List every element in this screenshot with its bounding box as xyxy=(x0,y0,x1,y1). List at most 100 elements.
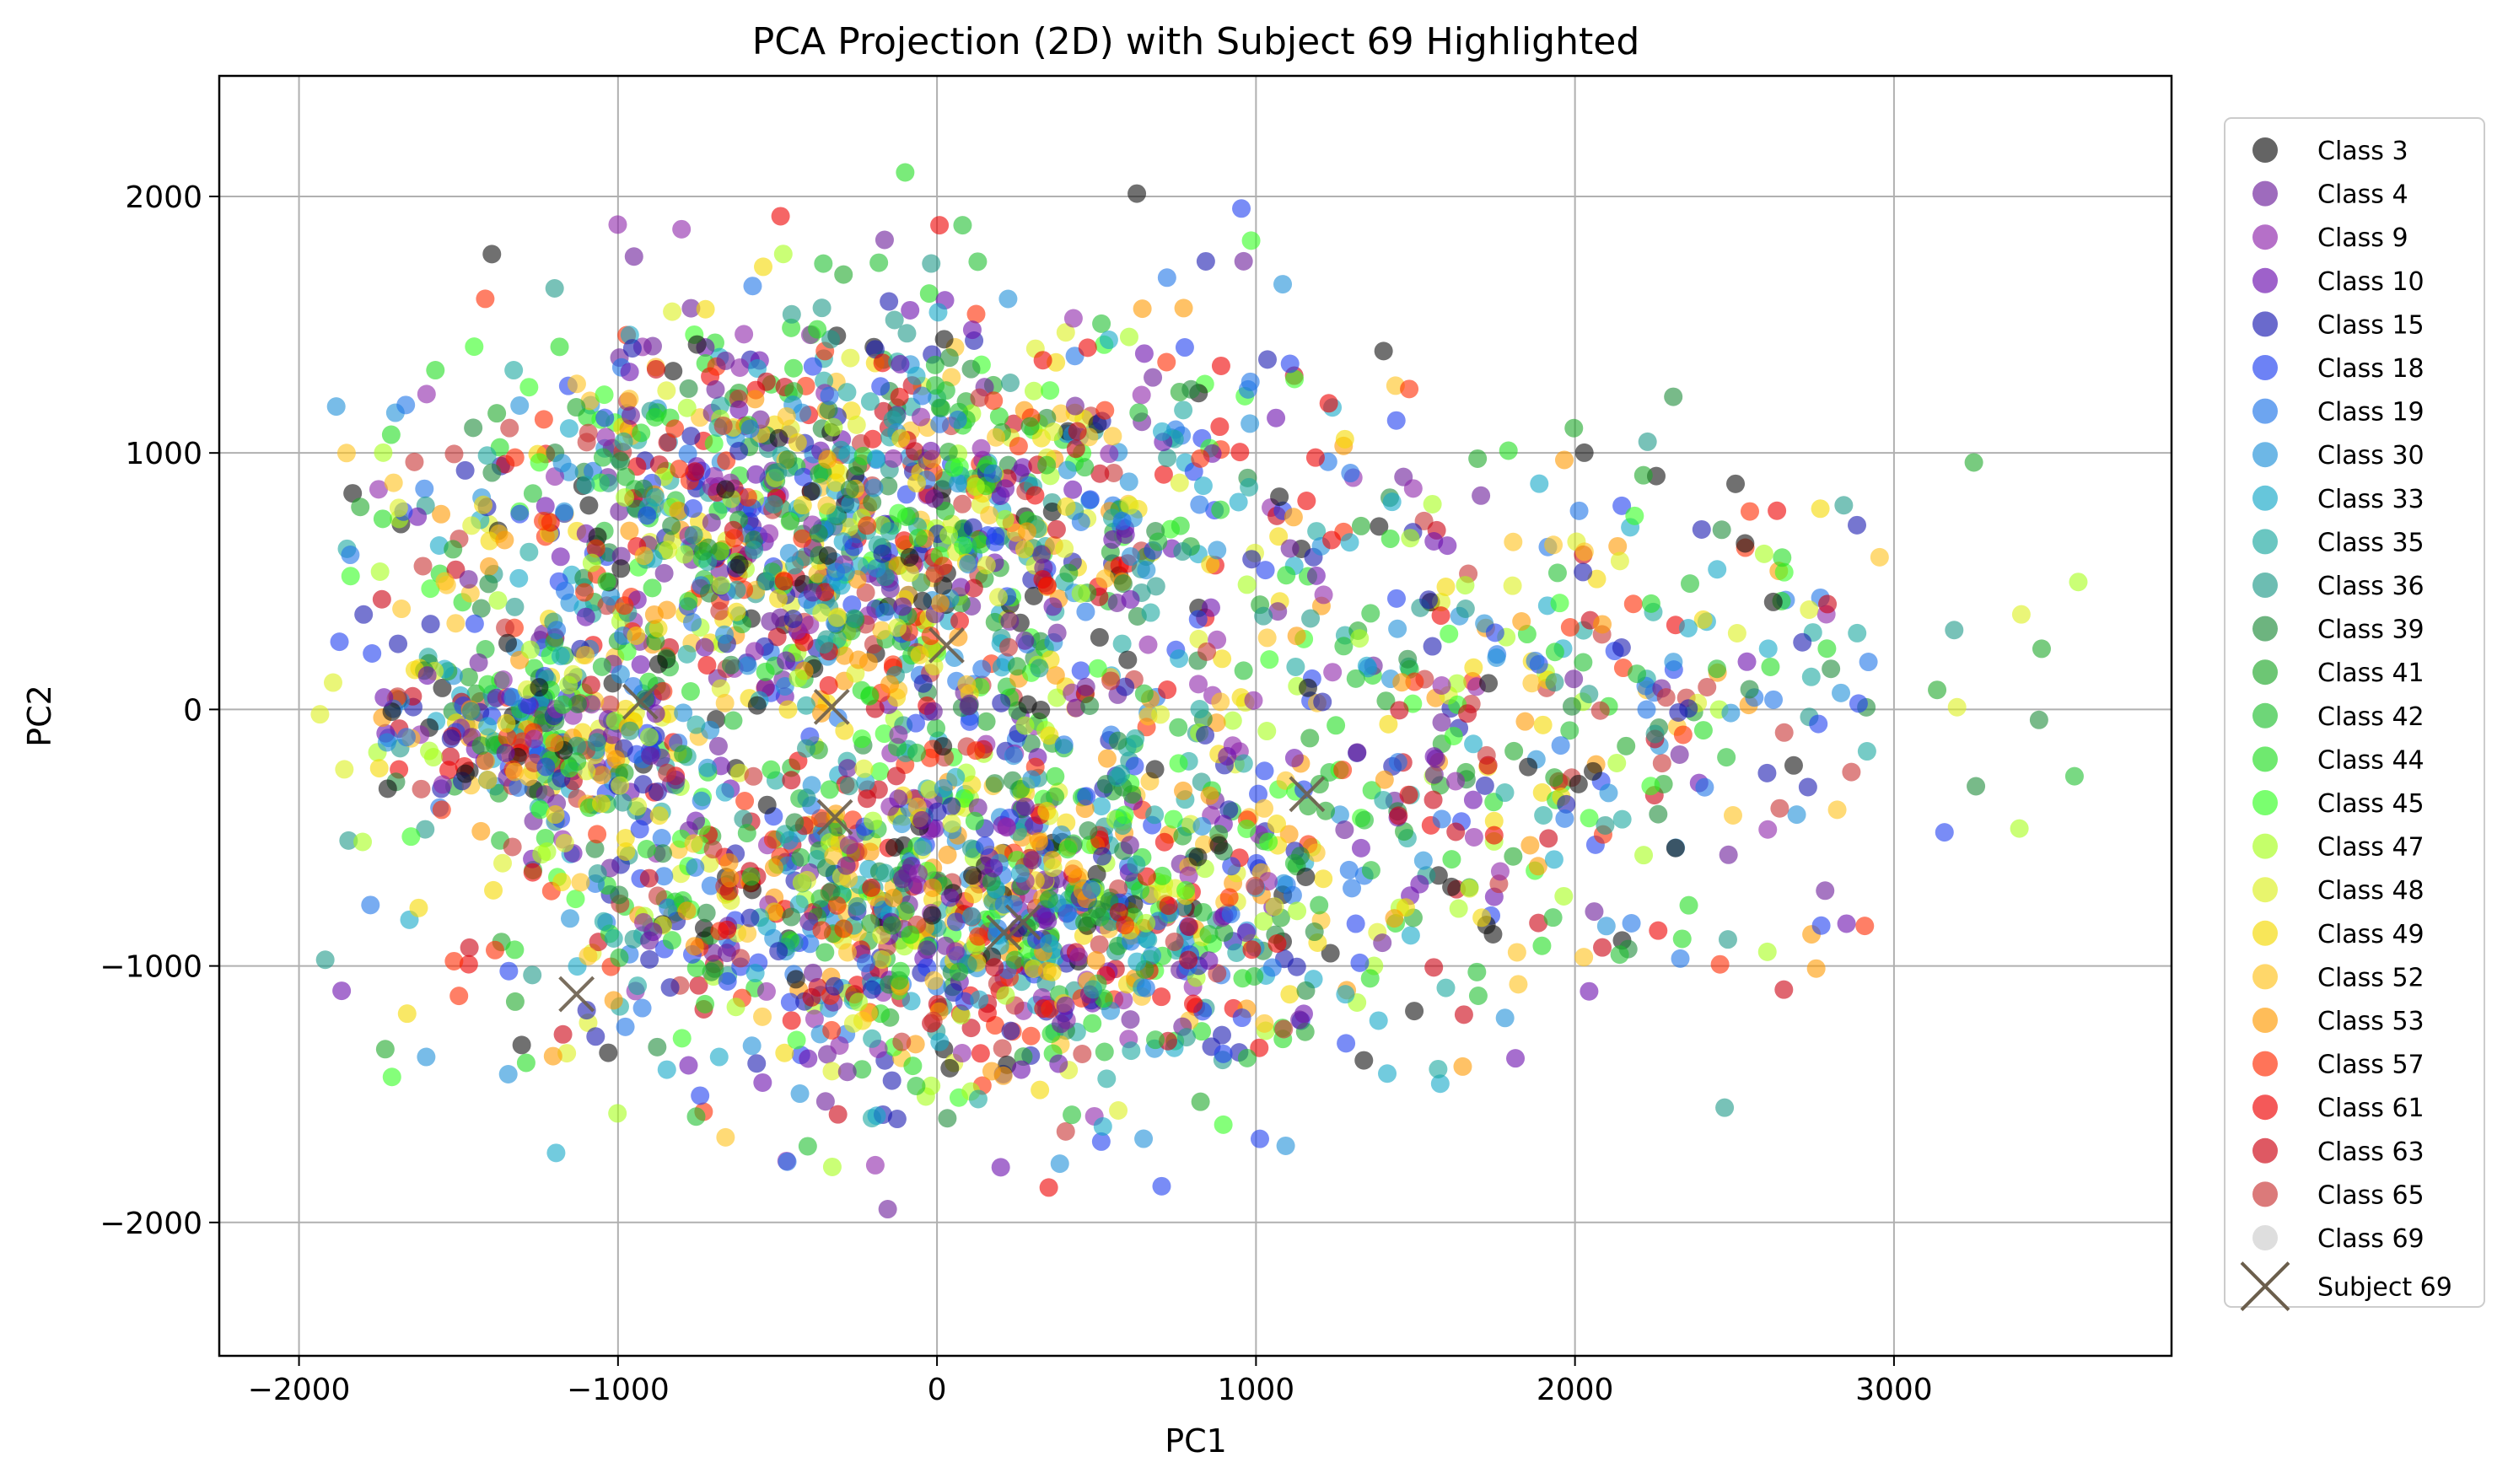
data-point xyxy=(1125,756,1144,776)
data-point xyxy=(536,828,555,847)
data-point xyxy=(1190,495,1209,514)
data-point xyxy=(764,495,783,514)
data-point xyxy=(1120,496,1139,515)
data-point xyxy=(1024,959,1043,978)
data-point xyxy=(476,751,495,771)
data-point xyxy=(963,866,982,885)
data-point xyxy=(1007,657,1026,676)
data-point xyxy=(753,1073,772,1092)
data-point xyxy=(976,836,995,856)
data-point xyxy=(441,729,460,749)
data-point xyxy=(1196,251,1215,271)
legend-marker xyxy=(2252,1008,2278,1033)
legend-label: Class 63 xyxy=(2317,1137,2425,1167)
data-point xyxy=(922,254,941,273)
data-point xyxy=(702,513,721,532)
data-point xyxy=(500,418,519,438)
data-point xyxy=(433,678,452,697)
data-point xyxy=(1560,721,1580,740)
data-point xyxy=(1430,1074,1450,1094)
data-point xyxy=(657,1060,676,1079)
data-point xyxy=(977,712,996,731)
data-point xyxy=(1234,251,1253,271)
y-tick-label: 1000 xyxy=(125,437,202,471)
data-point xyxy=(884,449,903,468)
data-point xyxy=(1544,850,1563,869)
data-point xyxy=(1472,908,1492,928)
data-point xyxy=(1214,1044,1233,1063)
data-point xyxy=(1090,627,1109,647)
data-point xyxy=(378,779,397,798)
data-point xyxy=(1015,540,1034,559)
data-point xyxy=(747,696,767,715)
legend-label: Class 65 xyxy=(2317,1180,2425,1210)
data-point xyxy=(1137,929,1156,949)
legend-marker xyxy=(2252,485,2278,511)
data-point xyxy=(1134,1129,1154,1148)
data-point xyxy=(729,555,749,574)
data-point xyxy=(689,976,708,995)
data-point xyxy=(1118,650,1138,669)
data-point xyxy=(724,711,743,730)
data-point xyxy=(1569,774,1588,793)
data-point xyxy=(1361,604,1380,623)
data-point xyxy=(779,543,799,562)
data-point xyxy=(880,292,899,311)
data-point xyxy=(702,477,721,497)
data-point xyxy=(1031,1080,1050,1100)
data-point xyxy=(1774,723,1794,742)
data-point xyxy=(908,863,928,883)
data-point xyxy=(863,492,882,512)
data-point xyxy=(1574,653,1593,672)
data-point xyxy=(1574,443,1594,462)
data-point xyxy=(332,981,352,1001)
data-point xyxy=(1041,381,1060,401)
data-point xyxy=(1043,858,1063,878)
data-point xyxy=(509,568,529,588)
data-point xyxy=(503,837,522,857)
data-point xyxy=(1440,624,1459,643)
data-point xyxy=(691,1086,710,1105)
data-point xyxy=(1727,624,1746,643)
legend-marker xyxy=(2252,920,2278,946)
data-point xyxy=(1136,978,1155,997)
data-point xyxy=(663,302,682,321)
data-point xyxy=(1817,639,1837,659)
data-point xyxy=(1056,323,1075,342)
data-point xyxy=(1610,551,1629,571)
data-point xyxy=(537,842,557,862)
data-point xyxy=(791,847,810,867)
data-point xyxy=(786,970,805,989)
data-point xyxy=(1848,623,1867,643)
subject-69-marker xyxy=(622,683,659,720)
data-point xyxy=(794,467,813,487)
data-point xyxy=(873,544,892,563)
data-point xyxy=(1241,414,1260,433)
data-point xyxy=(1196,725,1215,745)
data-point xyxy=(608,1104,627,1123)
data-point xyxy=(1670,745,1689,764)
data-point xyxy=(865,1155,885,1175)
data-point xyxy=(1652,754,1671,773)
data-point xyxy=(638,506,657,525)
data-point xyxy=(913,591,933,610)
data-point xyxy=(1463,790,1483,809)
data-point xyxy=(1240,477,1259,497)
data-point xyxy=(1314,869,1333,889)
data-point xyxy=(1284,749,1304,768)
data-point xyxy=(761,611,780,631)
data-point xyxy=(1037,408,1057,427)
data-point xyxy=(1757,942,1777,961)
data-point xyxy=(815,635,834,654)
data-point xyxy=(462,516,482,535)
data-point xyxy=(1346,669,1365,688)
data-point xyxy=(489,783,509,803)
legend-label: Class 69 xyxy=(2317,1224,2425,1254)
data-point xyxy=(1715,1098,1735,1117)
data-point xyxy=(1376,691,1396,711)
data-point xyxy=(1199,951,1219,971)
legend-label: Class 49 xyxy=(2317,920,2425,949)
legend-label: Class 10 xyxy=(2317,267,2425,297)
data-point xyxy=(551,547,570,567)
data-point xyxy=(1174,781,1193,800)
